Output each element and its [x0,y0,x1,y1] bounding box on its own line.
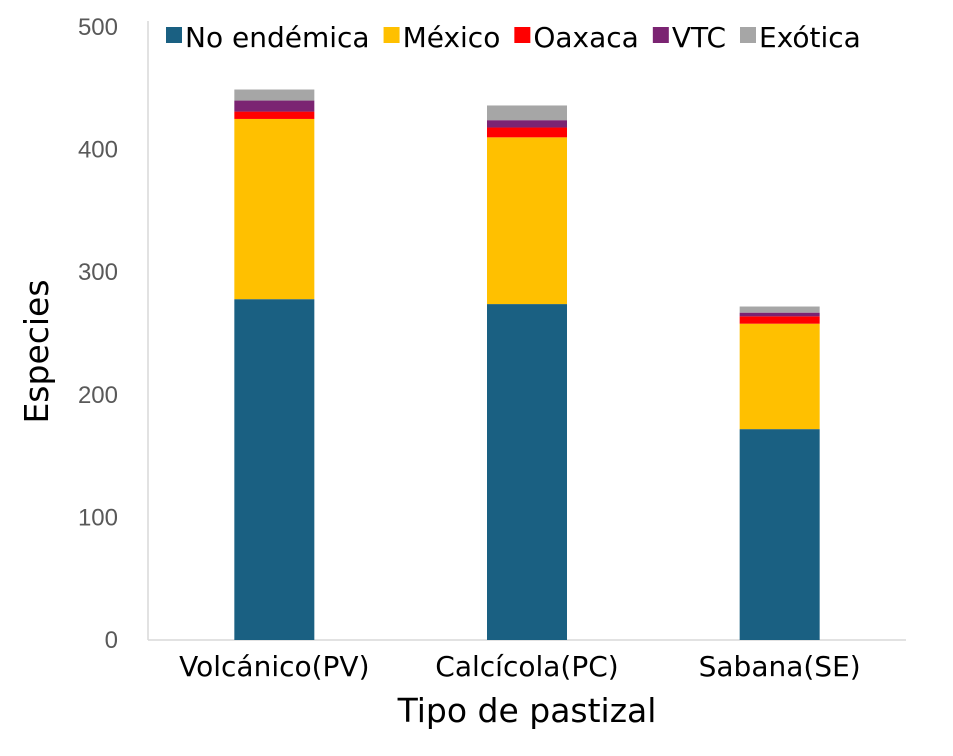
x-category-label: Sabana(SE) [699,650,861,683]
bar-no-endemica-sabana-se [739,429,820,640]
bar-mexico-volcanico-pv [234,118,315,300]
bar-exotica-volcanico-pv [234,89,315,101]
bar-oaxaca-calcicola-pc [487,127,567,138]
y-tick-label: 0 [105,627,118,654]
bar-vtc-sabana-se [739,312,820,317]
bar-no-endemica-calcicola-pc [487,304,567,640]
legend-swatch-vtc [652,27,669,43]
y-tick-labels: 0 100 200 300 400 500 [78,14,118,654]
bar-oaxaca-sabana-se [739,316,820,324]
bar-oaxaca-volcanico-pv [234,111,315,119]
legend-label-oaxaca: Oaxaca [533,21,638,54]
legend-swatch-no-endemica [166,27,182,43]
bar-mexico-calcicola-pc [487,137,567,305]
legend-label-exotica: Exótica [759,21,861,54]
x-category-label: Volcánico(PV) [179,650,369,683]
legend: No endémica México Oaxaca VTC Exótica [166,21,861,54]
legend-label-vtc: VTC [672,21,726,54]
bar-vtc-calcicola-pc [487,120,567,128]
legend-swatch-mexico [383,27,400,43]
x-category-label: Calcícola(PC) [435,650,618,683]
legend-label-mexico: México [403,21,501,54]
legend-swatch-exotica [740,27,756,43]
y-tick-label: 400 [78,137,118,164]
bar-exotica-calcicola-pc [487,105,567,121]
y-tick-label: 200 [78,382,118,409]
y-tick-label: 500 [78,14,118,41]
bar-mexico-sabana-se [739,323,820,430]
bar-exotica-sabana-se [739,306,820,313]
y-tick-label: 300 [78,259,118,286]
x-axis-title: Tipo de pastizal [397,691,657,730]
bar-stacks [234,89,820,640]
bar-no-endemica-volcanico-pv [234,299,315,640]
bar-vtc-volcanico-pv [234,100,315,112]
y-tick-label: 100 [78,504,118,531]
legend-swatch-oaxaca [514,27,531,43]
plot-area: 0 100 200 300 400 500 Volcánico(PV) Calcícola(… [78,14,906,683]
legend-label-no-endemica: No endémica [185,21,370,54]
x-category-labels: Volcánico(PV) Calcícola(PC) Sabana(SE) [179,650,861,683]
y-axis-title: Especies [17,279,56,423]
